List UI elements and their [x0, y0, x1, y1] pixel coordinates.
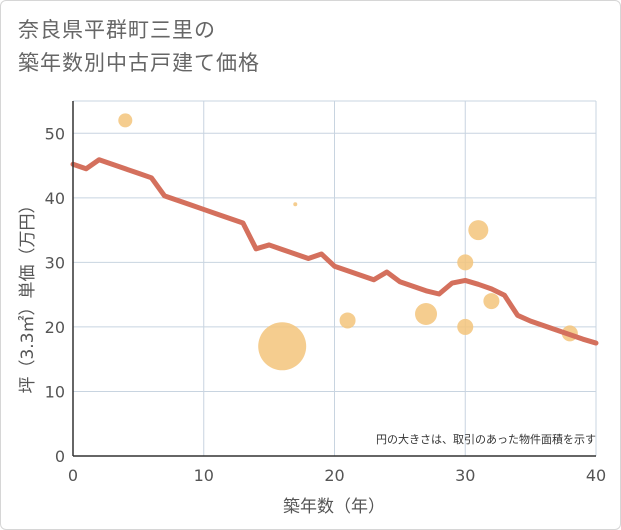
x-tick-label: 10 [194, 466, 214, 485]
chart-title: 奈良県平群町三里の 築年数別中古戸建て価格 [18, 14, 260, 80]
y-tick-label: 50 [45, 124, 65, 143]
y-axis-label: 坪（3.3㎡）単価（万円） [18, 196, 38, 393]
x-tick-label: 20 [324, 466, 344, 485]
data-bubble [415, 303, 438, 325]
y-tick-label: 10 [45, 382, 65, 401]
trend-line [70, 157, 599, 346]
data-bubble [118, 113, 133, 128]
bubble-layer [118, 113, 578, 371]
y-tick-label: 40 [45, 189, 65, 208]
title-line-1: 奈良県平群町三里の [18, 18, 216, 42]
y-tick-label: 0 [55, 447, 65, 466]
data-bubble [293, 202, 298, 207]
data-bubble [457, 318, 474, 335]
x-tick-label: 0 [68, 466, 78, 485]
trend-line-layer [70, 157, 599, 346]
data-bubble [258, 322, 307, 371]
title-line-2: 築年数別中古戸建て価格 [18, 51, 260, 75]
x-tick-label: 30 [455, 466, 475, 485]
size-note: 円の大きさは、取引のあった物件面積を示す [376, 432, 596, 446]
data-bubble [483, 293, 500, 310]
tick-labels: 0 10 20 30 40 0 10 20 30 40 50 [45, 124, 607, 485]
y-tick-label: 30 [45, 253, 65, 272]
data-bubble [339, 312, 356, 329]
data-bubble [457, 254, 474, 271]
x-axis-label: 築年数（年） [283, 497, 385, 517]
grid-lines [73, 100, 597, 456]
x-tick-label: 40 [586, 466, 606, 485]
y-tick-label: 20 [45, 318, 65, 337]
axes [72, 101, 596, 457]
data-bubble [468, 220, 489, 241]
